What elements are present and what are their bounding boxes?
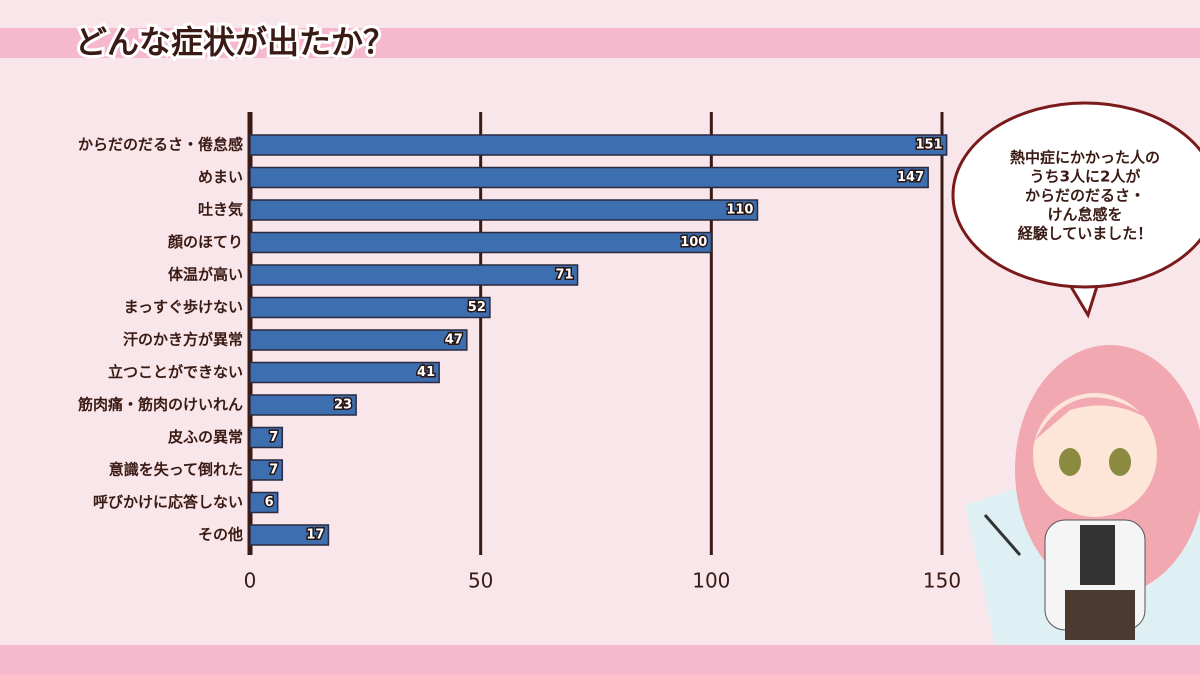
bottom-stripe [0,645,1200,675]
bar [249,166,929,189]
chart-title: どんな症状が出たか？ [75,23,395,61]
y-tick-label: 皮ふの異常 [168,428,243,446]
y-tick-label: 意識を失って倒れた [109,461,243,479]
face [1033,393,1157,517]
bar [249,524,330,546]
bar [249,459,284,481]
pointer [983,514,1022,556]
bar [249,296,491,319]
y-tick-label: 汗のかき方が異常 [123,331,243,349]
annotation: からだのだるさ・ [1025,187,1145,205]
character [965,345,1200,645]
bubble [951,101,1200,289]
bar [249,329,468,351]
bar [249,199,759,221]
value-label: 147 [897,170,924,185]
bangs [1035,397,1165,440]
speech-bubble [951,101,1200,319]
y-tick-label: 吐き気 [198,201,243,219]
x-tick-label: 100 [692,569,730,593]
bar [249,231,713,254]
value-label: 6 [265,495,274,510]
annotation: けん怠感を [1047,206,1122,224]
bubble-join [1066,272,1102,284]
value-label: 17 [306,528,324,543]
y-tick-label: 顔のほてり [167,233,243,251]
x-tick-label: 150 [923,569,961,593]
bar [249,491,279,514]
y-tick-label: 体温が高い [168,266,243,284]
annotation: うち3人に2人が [1030,168,1142,186]
y-tick-label: からだのだるさ・倦怠感 [78,136,243,154]
annotation: 熱中症にかかった人の [1010,149,1160,167]
bar [249,361,440,384]
bar [249,426,284,449]
y-tick-label: 立つことができない [108,363,243,381]
value-label: 151 [915,138,942,153]
value-label: 7 [269,463,278,478]
x-tick-label: 0 [244,569,257,593]
value-label: 100 [680,235,707,250]
annotation: 経験していました！ [1018,225,1153,243]
x-tick-label: 50 [468,569,493,593]
value-label: 71 [555,268,573,283]
bar [249,264,579,286]
value-label: 41 [417,365,435,380]
bar [249,134,948,156]
y-tick-label: その他 [198,526,243,544]
y-tick-label: 呼びかけに応答しない [93,493,243,511]
eye [1059,448,1081,476]
shorts [1065,590,1135,640]
value-label: 52 [468,300,486,315]
y-tick-label: 筋肉痛・筋肉のけいれん [77,396,243,414]
y-tick-label: まっすぐ歩けない [124,298,243,316]
value-label: 23 [334,398,352,413]
eye [1109,448,1131,476]
shirt [1080,525,1115,585]
value-label: 7 [269,430,278,445]
value-label: 47 [445,333,463,348]
y-tick-label: めまい [198,168,243,186]
value-label: 110 [726,203,753,218]
bar [249,394,357,416]
top-stripe [0,28,1200,58]
